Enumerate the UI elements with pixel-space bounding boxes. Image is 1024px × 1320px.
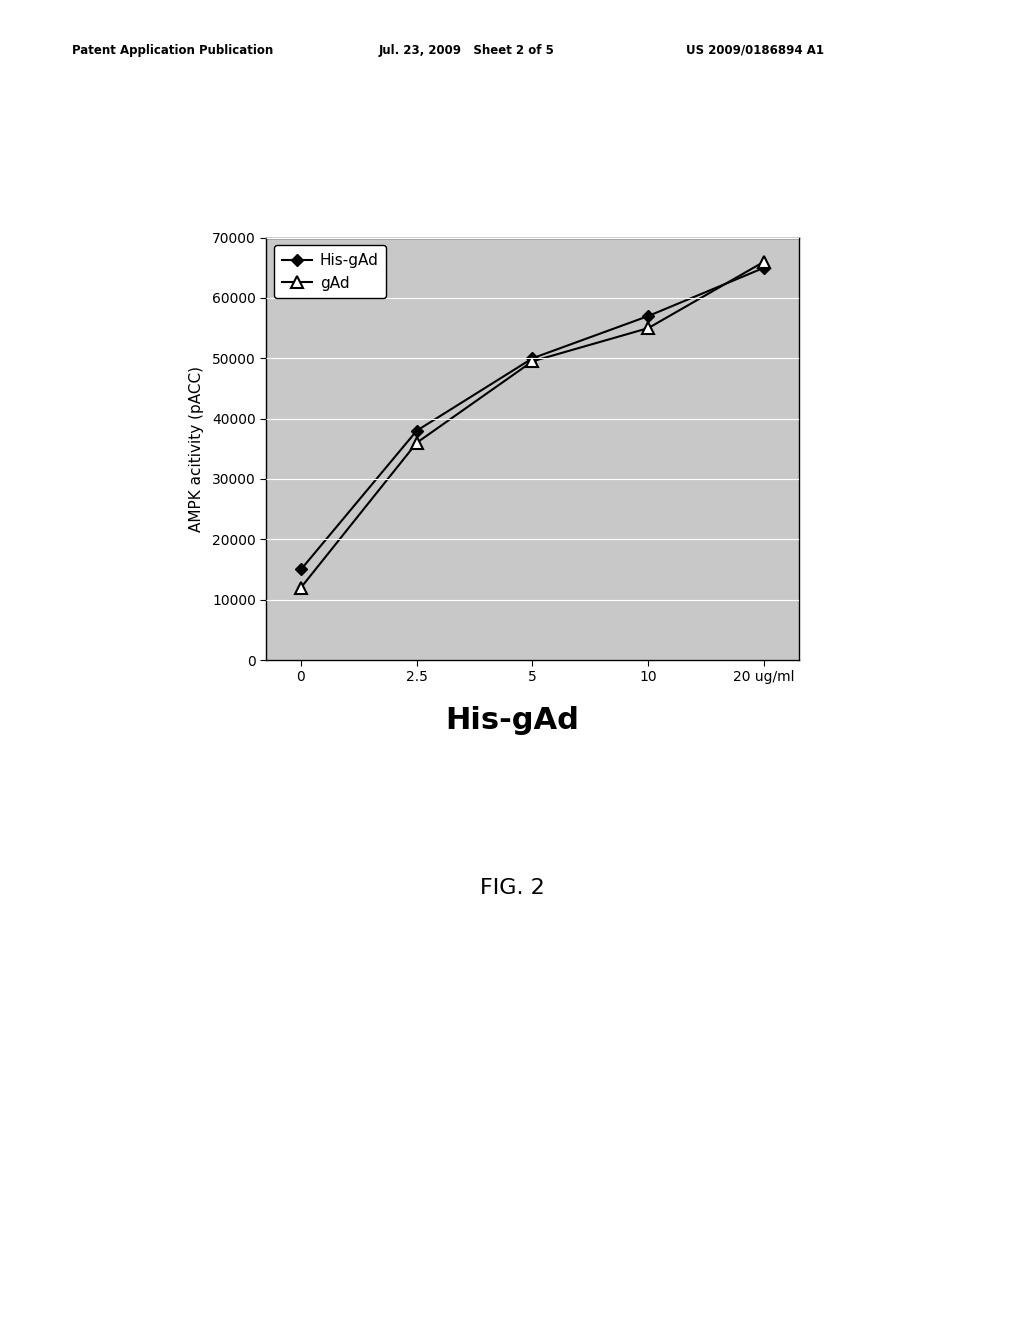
His-gAd <box>295 561 307 577</box>
gAd <box>642 321 654 337</box>
gAd <box>411 434 423 450</box>
Line: gAd: gAd <box>295 256 770 593</box>
gAd <box>758 253 770 269</box>
His-gAd <box>758 260 770 276</box>
gAd <box>526 354 539 370</box>
Legend: His-gAd, gAd: His-gAd, gAd <box>273 246 386 298</box>
His-gAd <box>642 308 654 323</box>
Text: US 2009/0186894 A1: US 2009/0186894 A1 <box>686 44 824 57</box>
His-gAd <box>526 350 539 366</box>
Text: His-gAd: His-gAd <box>445 706 579 735</box>
gAd <box>295 579 307 595</box>
Y-axis label: AMPK acitivity (pACC): AMPK acitivity (pACC) <box>188 366 204 532</box>
Text: Jul. 23, 2009   Sheet 2 of 5: Jul. 23, 2009 Sheet 2 of 5 <box>379 44 555 57</box>
Text: Patent Application Publication: Patent Application Publication <box>72 44 273 57</box>
Line: His-gAd: His-gAd <box>297 264 768 574</box>
Text: FIG. 2: FIG. 2 <box>479 878 545 898</box>
His-gAd <box>411 422 423 438</box>
